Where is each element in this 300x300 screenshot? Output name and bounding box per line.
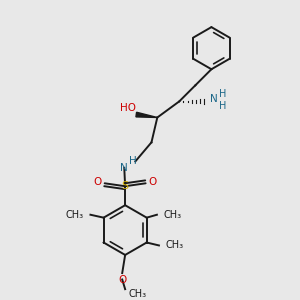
Text: CH₃: CH₃: [129, 289, 147, 298]
Text: H: H: [219, 89, 227, 99]
Text: O: O: [149, 177, 157, 187]
Text: O: O: [93, 177, 101, 187]
Text: CH₃: CH₃: [66, 210, 84, 220]
Text: HO: HO: [120, 103, 136, 113]
Text: O: O: [118, 274, 126, 284]
Text: H: H: [129, 156, 137, 167]
Text: H: H: [219, 101, 227, 111]
Text: S: S: [122, 181, 129, 191]
Polygon shape: [136, 112, 157, 118]
Text: N: N: [211, 94, 218, 104]
Text: N: N: [120, 163, 128, 173]
Text: CH₃: CH₃: [165, 240, 184, 250]
Text: CH₃: CH₃: [163, 210, 182, 220]
